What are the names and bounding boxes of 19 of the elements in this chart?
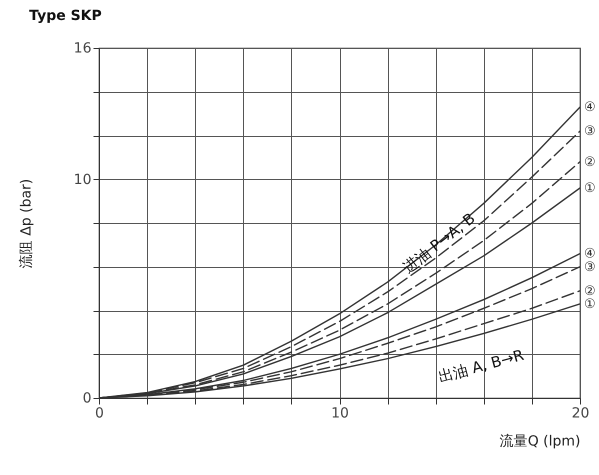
x-tick-label: 0 — [95, 406, 104, 422]
series-label: ② — [584, 154, 596, 170]
y-tick-label: 10 — [74, 172, 92, 188]
annotation: 进油 P→A, B — [399, 209, 479, 277]
series-label: ① — [584, 181, 596, 196]
series-label: ④ — [584, 100, 596, 116]
y-tick-label: 0 — [82, 390, 92, 406]
y-axis-title: 流阻 Δp (bar) — [18, 178, 35, 268]
series-label: ② — [584, 284, 596, 299]
series-label: ① — [584, 296, 596, 312]
x-tick-label: 20 — [572, 406, 590, 422]
annotation: 出油 A, B→R — [436, 346, 526, 386]
chart-title: Type SKP — [29, 8, 102, 24]
series-label: ③ — [584, 260, 596, 275]
x-axis-title: 流量Q (lpm) — [500, 434, 580, 450]
y-tick-label: 16 — [74, 40, 92, 56]
series-label: ③ — [584, 124, 596, 140]
x-tick-label: 10 — [331, 406, 349, 422]
series-label: ④ — [584, 246, 596, 262]
